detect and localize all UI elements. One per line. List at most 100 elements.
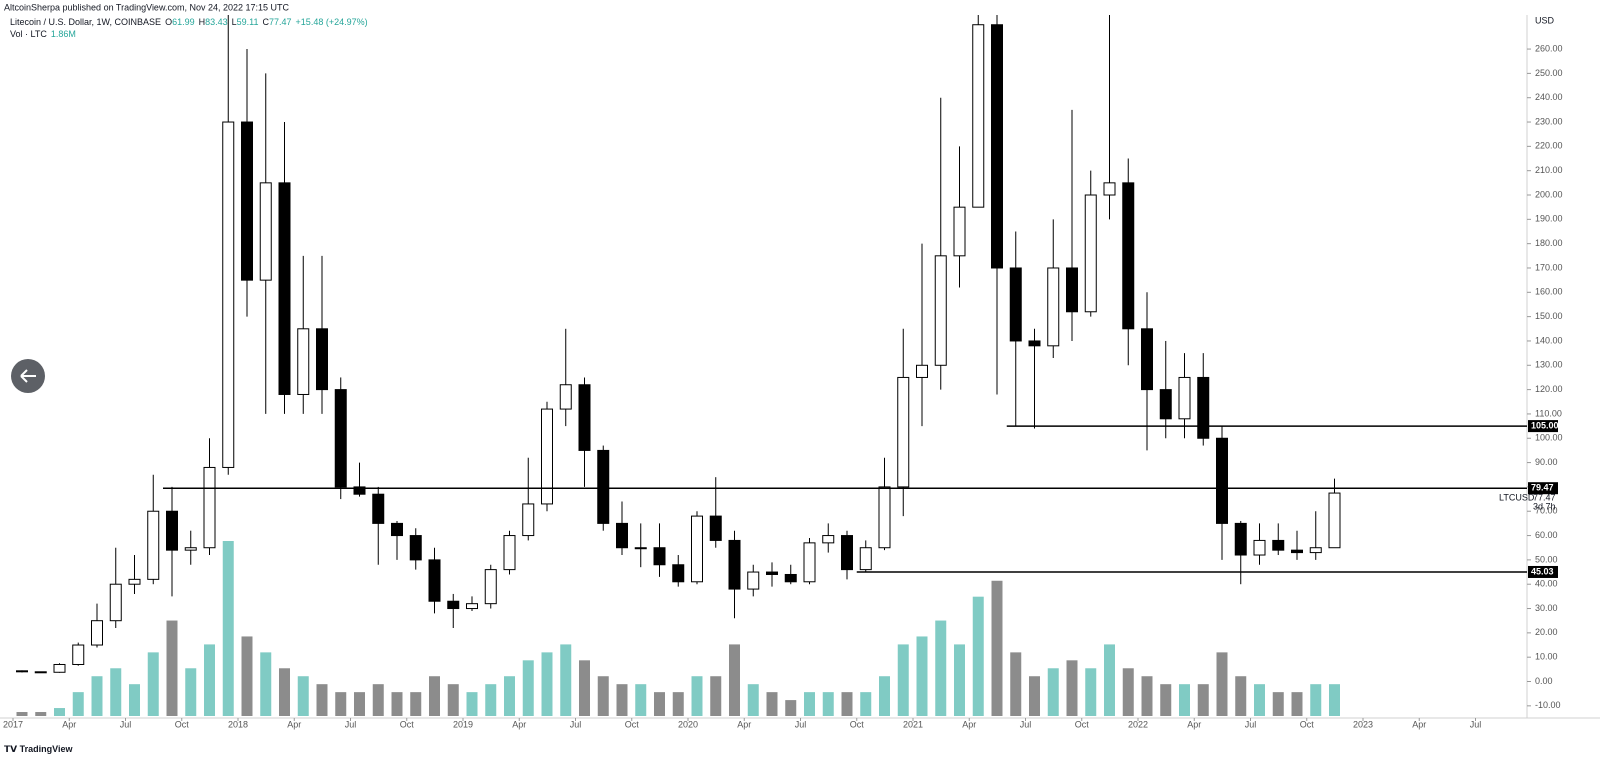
- candle-body: [1234, 522, 1247, 556]
- candle-body: [297, 328, 310, 395]
- volume-bar: [504, 676, 515, 716]
- candle-body: [1009, 267, 1022, 342]
- candle-body: [916, 364, 928, 378]
- volume-bar: [466, 692, 478, 716]
- volume-bar: [597, 676, 609, 716]
- x-tick-label: Apr: [962, 719, 976, 729]
- volume-bar: [672, 692, 684, 716]
- y-tick-label: 170.00: [1535, 262, 1563, 272]
- candle-body: [1291, 549, 1303, 554]
- volume-bar: [1216, 652, 1228, 716]
- candle-body: [372, 493, 385, 524]
- ohlc-value: 61.99: [172, 17, 195, 27]
- level-label-bg: [1528, 420, 1558, 433]
- candle-body: [1122, 182, 1135, 330]
- candle-body: [447, 600, 460, 610]
- volume-line: Vol · LTC 1.86M: [10, 29, 76, 39]
- volume-bar: [429, 676, 440, 716]
- candle-body: [691, 515, 703, 583]
- volume-bar: [1010, 652, 1022, 716]
- candle-body: [353, 486, 366, 495]
- y-tick-label: 100.00: [1535, 433, 1563, 443]
- axis-unit: USD: [1535, 15, 1555, 25]
- y-tick-label: 110.00: [1535, 408, 1562, 418]
- level-label-bg: [1528, 482, 1558, 495]
- candle-body: [409, 535, 422, 561]
- last-symbol: LTCUSD: [1499, 492, 1535, 502]
- volume-bar: [729, 644, 740, 716]
- volume-bar: [841, 692, 853, 716]
- y-tick-label: 150.00: [1535, 311, 1563, 321]
- level-label: 105.00: [1531, 420, 1559, 430]
- y-tick-label: 90.00: [1535, 457, 1558, 467]
- x-tick-label: 2021: [903, 719, 923, 729]
- candle-body: [784, 573, 797, 583]
- volume-bar: [897, 644, 909, 716]
- candle-body: [34, 671, 47, 674]
- x-tick-label: Jul: [1470, 719, 1482, 729]
- ohlc-key: L: [232, 17, 237, 27]
- candle-body: [672, 564, 685, 583]
- candle-body: [766, 571, 778, 575]
- volume-bar: [860, 692, 872, 716]
- candle-body: [53, 663, 66, 673]
- x-tick-label: Apr: [1187, 719, 1201, 729]
- volume-bar: [335, 692, 347, 716]
- candle-body: [597, 449, 610, 524]
- candle-body: [184, 547, 197, 551]
- candle-body: [616, 522, 628, 549]
- candle-body: [316, 328, 328, 391]
- volume-bar: [72, 692, 84, 716]
- x-tick-label: Oct: [1075, 719, 1090, 729]
- y-tick-label: 180.00: [1535, 238, 1563, 248]
- level-label: 45.03: [1531, 566, 1554, 576]
- y-tick-label: 0.00: [1535, 676, 1553, 686]
- candle-body: [147, 510, 160, 580]
- candle-body: [1141, 328, 1153, 391]
- volume-bar: [447, 684, 459, 716]
- ohlc-key: H: [199, 17, 206, 27]
- volume-bar: [785, 700, 797, 716]
- back-arrow[interactable]: [20, 369, 36, 383]
- volume-bar: [1029, 676, 1040, 716]
- candle-body: [1197, 376, 1210, 439]
- candle-body: [1047, 267, 1060, 347]
- volume-bar: [16, 712, 28, 716]
- x-tick-label: 2022: [1128, 719, 1148, 729]
- volume-bar: [1329, 684, 1340, 716]
- symbol: Litecoin / U.S. Dollar, 1W, COINBASE: [10, 17, 161, 27]
- candle-body: [653, 547, 666, 566]
- x-tick-label: 2019: [453, 719, 473, 729]
- volume-bar: [260, 652, 272, 716]
- volume-bar: [616, 684, 628, 716]
- y-tick-label: 220.00: [1535, 141, 1563, 151]
- x-tick-label: Oct: [625, 719, 640, 729]
- candle-body: [841, 535, 853, 571]
- last-value: 77.47: [1533, 492, 1556, 502]
- y-tick-label: 230.00: [1535, 116, 1563, 126]
- x-tick-label: 2018: [228, 719, 248, 729]
- volume-bar: [1179, 684, 1190, 716]
- ohlc-key: C: [263, 17, 270, 27]
- y-tick-label: 70.00: [1535, 506, 1558, 516]
- volume-bar: [241, 636, 253, 716]
- candle-body: [1103, 182, 1116, 196]
- candle-body: [897, 376, 910, 488]
- volume-bar: [1066, 660, 1078, 716]
- candle-body: [728, 539, 741, 590]
- x-tick-label: Jul: [795, 719, 807, 729]
- volume-bar: [185, 668, 197, 716]
- x-tick-label: 2020: [678, 719, 698, 729]
- back-button[interactable]: [11, 359, 45, 393]
- candle-body: [109, 583, 122, 622]
- volume-bar: [54, 708, 65, 716]
- candle-body: [522, 503, 535, 537]
- x-tick-label: Jul: [1245, 719, 1257, 729]
- volume-bar: [1254, 684, 1265, 716]
- volume-bar: [147, 652, 159, 716]
- candle-body: [953, 206, 966, 257]
- volume-bar: [91, 676, 103, 716]
- candle-body: [72, 644, 85, 665]
- y-tick-label: 10.00: [1535, 652, 1558, 662]
